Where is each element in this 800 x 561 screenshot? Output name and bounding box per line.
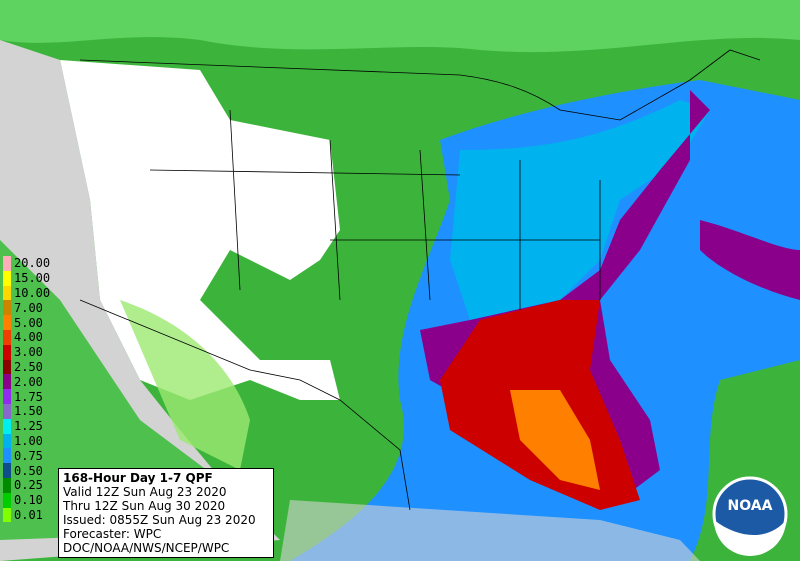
- legend-swatch: [3, 256, 11, 271]
- borders: [79, 49, 761, 511]
- legend-label: 0.50: [14, 463, 43, 478]
- legend-row: 0.10: [3, 492, 61, 508]
- legend-label: 0.25: [14, 478, 43, 493]
- legend-label: 0.75: [14, 448, 43, 463]
- legend-label: 1.50: [14, 404, 43, 419]
- legend: 20.00 15.00 10.00 7.00 5.00 4.00 3.00 2.50 2.00 1…: [3, 256, 61, 523]
- legend-row: 0.75: [3, 448, 61, 464]
- legend-row: 1.50: [3, 403, 61, 419]
- legend-swatch: [3, 300, 11, 316]
- legend-swatch: [3, 433, 11, 449]
- legend-label: 20.00: [14, 256, 51, 271]
- legend-swatch: [3, 418, 11, 434]
- info-line: Thru 12Z Sun Aug 30 2020: [63, 499, 226, 513]
- legend-row: 0.25: [3, 477, 61, 493]
- legend-label: 0.10: [14, 493, 43, 508]
- legend-row: 2.50: [3, 359, 61, 375]
- legend-row: 7.00: [3, 300, 61, 316]
- mexico-precip: [120, 300, 250, 470]
- legend-label: 2.50: [14, 359, 43, 374]
- legend-row: 2.00: [3, 374, 61, 390]
- legend-label: 3.00: [14, 345, 43, 360]
- legend-swatch: [3, 389, 11, 404]
- legend-swatch: [3, 344, 11, 360]
- legend-swatch: [3, 477, 11, 493]
- info-title: 168-Hour Day 1-7 QPF: [63, 471, 213, 485]
- legend-label: 10.00: [14, 285, 51, 300]
- border-south: [79, 299, 411, 511]
- canada-precip: [0, 0, 800, 53]
- legend-row: 10.00: [3, 285, 61, 301]
- legend-swatch: [3, 403, 11, 419]
- legend-row: 1.75: [3, 389, 61, 404]
- midwest-precip: [450, 100, 710, 330]
- legend-swatch: [3, 507, 11, 523]
- logo-text: NOAA: [728, 498, 773, 514]
- legend-label: 4.00: [14, 330, 43, 345]
- legend-swatch: [3, 329, 11, 345]
- legend-label: 7.00: [14, 300, 43, 315]
- legend-swatch: [3, 374, 11, 390]
- legend-row: 1.00: [3, 433, 61, 449]
- logo-wave: [714, 520, 786, 556]
- legend-swatch: [3, 463, 11, 478]
- info-line: Valid 12Z Sun Aug 23 2020: [63, 485, 227, 499]
- legend-label: 15.00: [14, 271, 51, 286]
- legend-swatch: [3, 285, 11, 301]
- legend-swatch: [3, 492, 11, 508]
- legend-row: 20.00: [3, 256, 61, 271]
- legend-swatch: [3, 448, 11, 464]
- legend-label: 1.25: [14, 419, 43, 434]
- info-line: Issued: 0855Z Sun Aug 23 2020: [63, 513, 256, 527]
- legend-swatch: [3, 315, 11, 330]
- pacific-precip: [0, 240, 270, 540]
- legend-swatch: [3, 270, 11, 286]
- legend-row: 15.00: [3, 270, 61, 286]
- legend-label: 1.75: [14, 389, 43, 404]
- info-line: DOC/NOAA/NWS/NCEP/WPC: [63, 541, 230, 555]
- legend-label: 0.01: [14, 507, 43, 522]
- border-north: [79, 49, 761, 121]
- legend-row: 0.01: [3, 507, 61, 523]
- legend-label: 1.00: [14, 433, 43, 448]
- info-box: 168-Hour Day 1-7 QPF Valid 12Z Sun Aug 2…: [58, 468, 274, 558]
- legend-row: 0.50: [3, 463, 61, 478]
- atlantic-band: [700, 220, 800, 300]
- legend-row: 4.00: [3, 329, 61, 345]
- gulf-max: [510, 390, 600, 490]
- legend-label: 5.00: [14, 315, 43, 330]
- legend-swatch: [3, 359, 11, 375]
- legend-row: 5.00: [3, 315, 61, 330]
- state-lines: [149, 109, 601, 310]
- legend-row: 3.00: [3, 344, 61, 360]
- legend-label: 2.00: [14, 374, 43, 389]
- mexico-gray: [280, 500, 700, 561]
- noaa-logo: NOAA: [712, 476, 788, 556]
- info-line: Forecaster: WPC: [63, 527, 162, 541]
- legend-row: 1.25: [3, 418, 61, 434]
